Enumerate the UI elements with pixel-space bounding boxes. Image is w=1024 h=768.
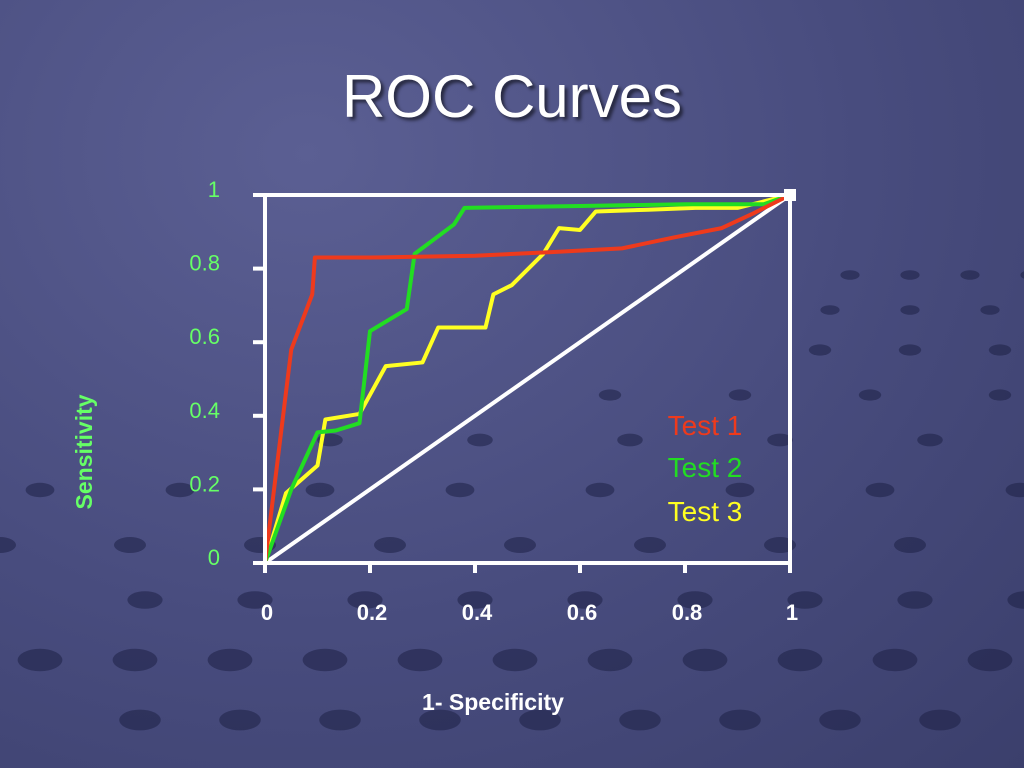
x-tick-label: 0: [261, 600, 273, 625]
background-dot: [467, 433, 493, 447]
series-line-test-3: [263, 193, 791, 564]
legend-entry-test-1: Test 1: [668, 410, 743, 441]
background-dot: [820, 305, 840, 315]
background-dot: [1020, 271, 1024, 279]
background-dot: [917, 433, 943, 447]
background-dot: [587, 648, 633, 672]
background-dot: [819, 709, 861, 731]
background-dot: [347, 591, 383, 609]
y-tick-label: 0.4: [189, 398, 220, 423]
background-dot: [207, 648, 253, 672]
background-dot: [682, 648, 728, 672]
background-dot: [457, 591, 493, 609]
background-dot: [840, 270, 860, 280]
y-tick-label: 1: [208, 177, 220, 202]
background-dot: [634, 537, 666, 553]
background-dot: [919, 709, 961, 731]
background-dot: [677, 591, 713, 609]
background-dot: [305, 482, 335, 498]
slide-title: ROC Curves: [341, 63, 683, 130]
background-dot: [492, 648, 538, 672]
series-layer: [263, 193, 791, 564]
background-dot: [894, 537, 926, 553]
background-dot: [988, 344, 1012, 356]
y-tick-label: 0.6: [189, 324, 220, 349]
background-dot: [567, 591, 603, 609]
background-dot: [897, 591, 933, 609]
x-tick-label: 1: [786, 600, 798, 625]
background-dot: [872, 648, 918, 672]
background-dot: [112, 648, 158, 672]
corner-marker: [784, 189, 796, 201]
reference-diagonal-line: [263, 193, 792, 565]
background-dot: [619, 709, 661, 731]
background-dot: [419, 709, 461, 731]
y-tick-label: 0.2: [189, 471, 220, 496]
background-dot: [988, 389, 1012, 401]
background-dot: [728, 389, 752, 401]
x-axis-title: 1- Specificity: [422, 689, 564, 715]
background-dot: [519, 709, 561, 731]
x-tick-label: 0.6: [567, 600, 598, 625]
background-dot: [808, 344, 832, 356]
background-dot: [504, 537, 536, 553]
background-dot: [302, 648, 348, 672]
background-dot: [898, 344, 922, 356]
background-dot: [585, 482, 615, 498]
background-dot: [17, 648, 63, 672]
y-axis-title: Sensitivity: [71, 394, 97, 509]
background-dot: [319, 709, 361, 731]
legend-entry-test-2: Test 2: [668, 452, 743, 483]
tick-layer: 0 0.2 0.4 0.6 0.8 1 0 0.2 0.4 0.6 0.8 1: [189, 177, 798, 625]
background-dot: [1007, 591, 1024, 609]
background-dot: [777, 648, 823, 672]
x-tick-label: 0.8: [672, 600, 703, 625]
background-dot: [719, 709, 761, 731]
background-dot: [114, 537, 146, 553]
legend-entry-test-3: Test 3: [668, 496, 743, 527]
plot-frame: [263, 193, 792, 565]
background-dot: [787, 591, 823, 609]
background-dot: [767, 433, 793, 447]
background-dot: [165, 482, 195, 498]
background-dot: [960, 270, 980, 280]
background-dot: [445, 482, 475, 498]
background-dot: [0, 537, 16, 553]
y-tick-label: 0.8: [189, 251, 220, 276]
background-dot: [967, 648, 1013, 672]
background-dot: [900, 305, 920, 315]
x-tick-label: 0.4: [462, 600, 493, 625]
background-dot: [237, 591, 273, 609]
series-line-test-2: [263, 193, 791, 564]
background-dot: [25, 482, 55, 498]
background-dot: [219, 709, 261, 731]
background-dot: [127, 591, 163, 609]
background-dot: [1005, 482, 1024, 498]
legend: Test 1 Test 2 Test 3: [668, 410, 743, 527]
y-tick-label: 0: [208, 545, 220, 570]
background-dot: [858, 389, 882, 401]
background-dot: [598, 389, 622, 401]
background-dot: [865, 482, 895, 498]
series-line-test-1: [263, 193, 791, 564]
background-dot: [397, 648, 443, 672]
background-dot: [617, 433, 643, 447]
background-dot: [725, 482, 755, 498]
background-dot: [119, 709, 161, 731]
x-tick-label: 0.2: [357, 600, 388, 625]
background-dot: [374, 537, 406, 553]
background-dot: [900, 270, 920, 280]
background-dot: [980, 305, 1000, 315]
